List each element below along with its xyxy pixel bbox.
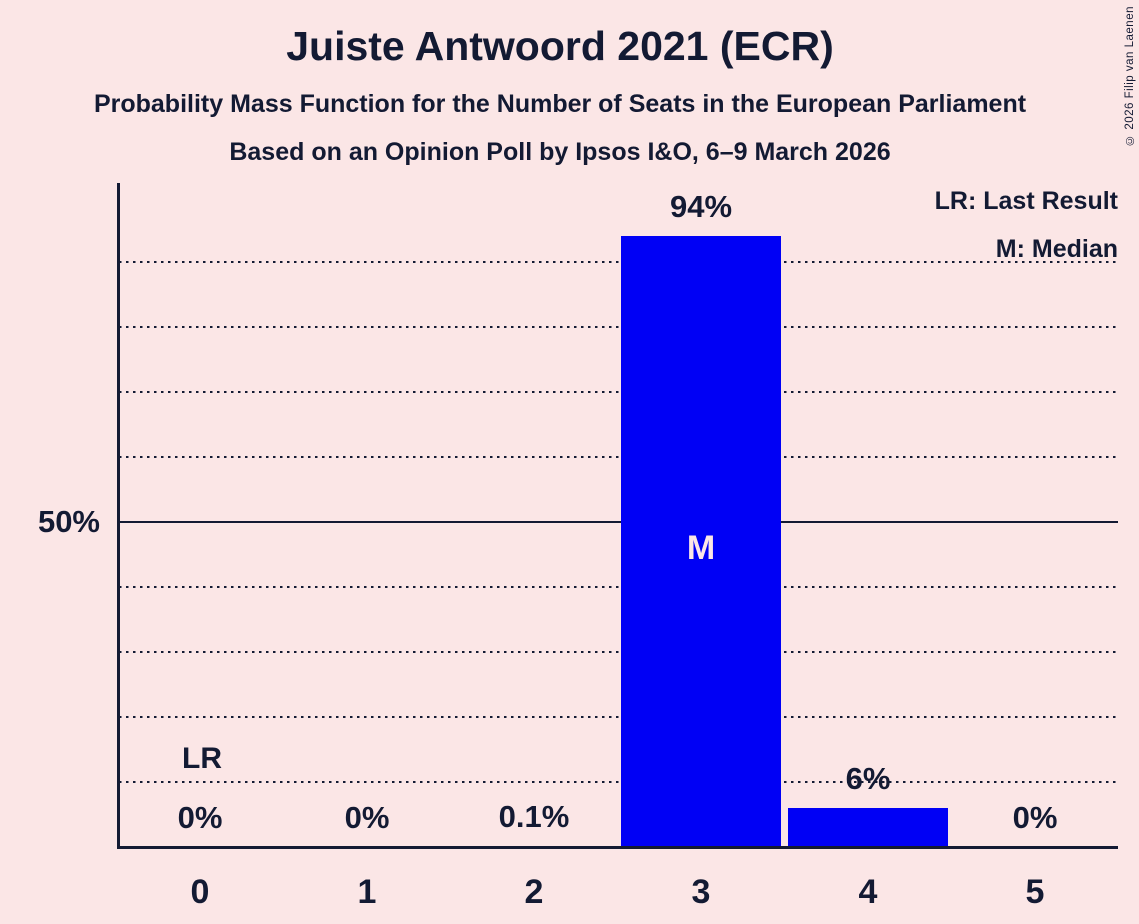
chart-poll-info: Based on an Opinion Poll by Ipsos I&O, 6… [229,138,891,166]
x-tick-label-0: 0 [190,873,210,911]
x-axis-line [117,846,1118,849]
y-axis-line [117,183,120,849]
value-label-seats-4: 6% [845,761,891,796]
gridline-80pct [119,325,1118,328]
x-tick-label-3: 3 [691,873,711,911]
gridline-60pct [119,455,1118,458]
gridline-70pct [119,390,1118,393]
last-result-marker-label: LR [182,742,222,775]
gridline-40pct [119,585,1118,588]
bar-seats-3 [621,236,781,847]
median-marker-label: M [686,529,716,567]
x-tick-label-1: 1 [357,873,377,911]
value-label-seats-1: 0% [344,800,390,835]
gridline-50pct-solid [119,520,1118,523]
x-tick-label-4: 4 [858,873,878,911]
value-label-seats-2: 0.1% [498,799,570,835]
gridline-30pct [119,650,1118,653]
x-tick-label-2: 2 [524,873,544,911]
legend-last-result: LR: Last Result [934,187,1118,215]
bar-seats-4 [788,808,948,847]
value-label-seats-5: 0% [1012,800,1058,835]
chart-subtitle: Probability Mass Function for the Number… [93,90,1027,118]
gridline-20pct [119,715,1118,718]
value-label-seats-3: 94% [669,189,733,224]
gridline-90pct [119,260,1118,263]
value-label-seats-0: 0% [177,800,223,835]
copyright-notice: © 2026 Filip van Laenen [1124,6,1136,146]
chart-title: Juiste Antwoord 2021 (ECR) [286,23,834,69]
gridline-10pct [119,780,1118,783]
y-axis-50-label: 50% [37,504,100,539]
legend-median: M: Median [995,235,1118,263]
x-tick-label-5: 5 [1025,873,1045,911]
